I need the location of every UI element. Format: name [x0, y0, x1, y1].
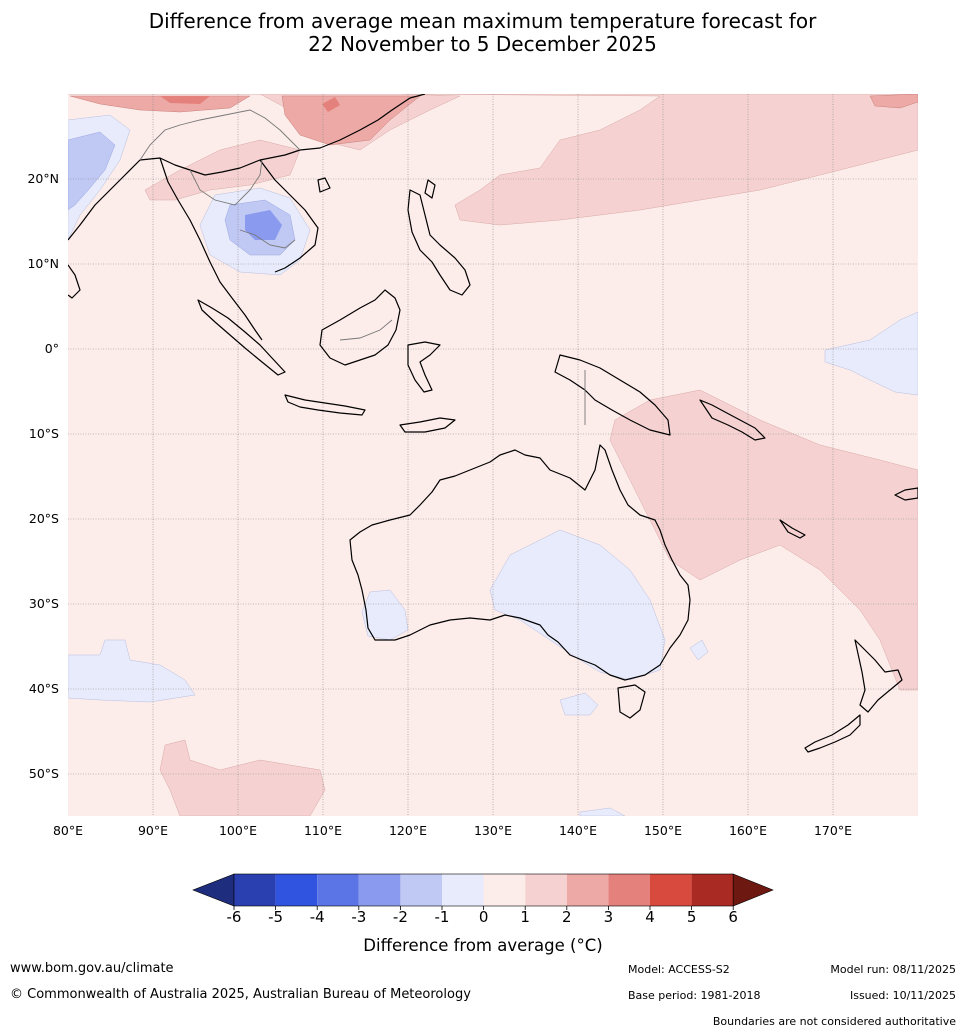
- anomaly-neg2-to-neg1-bay-of-bengal: [68, 131, 116, 211]
- colorbar-label: Difference from average (°C): [363, 936, 602, 955]
- longitude-label: 150°E: [644, 823, 682, 838]
- latitude-label: 10°S: [29, 426, 59, 441]
- disclaimer-text: Boundaries are not considered authoritat…: [712, 1015, 956, 1028]
- longitude-label: 140°E: [559, 823, 597, 838]
- colorbar-swatch: [566, 874, 609, 906]
- colorbar-swatch: [358, 874, 401, 906]
- latitude-labels: 20°N 10°N 0° 10°S 20°S 30°S 40°S 50°S: [27, 171, 59, 781]
- colorbar-swatch: [691, 874, 734, 906]
- coast-solomons: [699, 399, 766, 441]
- colorbar-tick-label: -5: [268, 908, 283, 926]
- coast-philippines: [407, 189, 471, 296]
- coast-sumatra: [197, 299, 286, 376]
- colorbar-extend-low: [192, 873, 235, 907]
- anomaly-neg1-to-0-central-pacific: [824, 311, 918, 396]
- latitude-label: 30°S: [29, 596, 59, 611]
- colorbar-swatch: [400, 874, 442, 906]
- coastlines: [68, 94, 918, 753]
- country-boundaries: [139, 109, 586, 425]
- website-text: www.bom.gov.au/climate: [10, 961, 174, 976]
- issued-text: Issued: 10/11/2025: [849, 989, 956, 1002]
- anomaly-neg1-to-0-australia: [489, 529, 666, 681]
- latitude-label: 20°N: [27, 171, 59, 186]
- colorbar-swatch: [483, 874, 526, 906]
- coast-new-caledonia: [779, 519, 806, 539]
- anomaly-neg1-to-0-indian-ocean: [68, 639, 196, 703]
- longitude-label: 160°E: [729, 823, 767, 838]
- colorbar-swatch: [525, 874, 567, 906]
- longitude-label: 110°E: [304, 823, 342, 838]
- colorbar-tick-label: 3: [604, 908, 614, 926]
- longitude-label: 100°E: [219, 823, 257, 838]
- colorbar-tick-label: -6: [227, 908, 242, 926]
- latitude-label: 20°S: [29, 511, 59, 526]
- forecast-map: 80°E 90°E 100°E 110°E 120°E 130°E 140°E 150°E 16…: [27, 94, 918, 955]
- base-period-text: Base period: 1981-2018: [628, 989, 761, 1002]
- anomaly-1-to-2-southwest-pacific: [609, 389, 918, 691]
- longitude-label: 80°E: [53, 823, 83, 838]
- model-text: Model: ACCESS-S2: [628, 963, 730, 976]
- longitude-label: 90°E: [138, 823, 168, 838]
- longitude-label: 170°E: [814, 823, 852, 838]
- coast-new-guinea: [554, 354, 671, 436]
- latitude-label: 0°: [45, 341, 59, 356]
- colorbar-tick-label: 1: [520, 908, 530, 926]
- coast-new-zealand-north: [854, 639, 903, 713]
- colorbar-extend-high: [732, 873, 774, 907]
- anomaly-neg3-to-neg2-thailand: [245, 210, 282, 240]
- coast-fiji: [894, 487, 918, 501]
- title-line-2: 22 November to 5 December 2025: [308, 32, 657, 56]
- coast-tasmania: [617, 684, 646, 719]
- colorbar-swatch: [317, 874, 359, 906]
- anomaly-neg1-to-0-southwest-wa: [361, 589, 409, 641]
- latitude-label: 40°S: [29, 681, 59, 696]
- colorbar-swatch: [608, 874, 650, 906]
- copyright-text: © Commonwealth of Australia 2025, Austra…: [10, 987, 471, 1002]
- coast-sulawesi: [407, 341, 441, 393]
- colorbar-tick-label: 5: [687, 908, 697, 926]
- colorbar-swatch: [275, 874, 318, 906]
- coast-india-tip: [68, 264, 81, 299]
- anomaly-neg1-to-0-tasman: [559, 639, 709, 816]
- colorbar-swatch: [234, 874, 276, 906]
- anomaly-1-to-2-south-ocean: [159, 739, 326, 816]
- longitude-label: 120°E: [389, 823, 427, 838]
- colorbar-tick-label: 4: [645, 908, 655, 926]
- colorbar-swatch: [442, 874, 484, 906]
- colorbar-swatch: [650, 874, 692, 906]
- coast-taiwan-hainan: [317, 177, 436, 199]
- colorbar-tick-label: 0: [479, 908, 489, 926]
- colorbar: -6 -5 -4 -3 -2 -1 0 1 2 3 4 5 6: [192, 873, 774, 926]
- longitude-label: 130°E: [474, 823, 512, 838]
- model-run-text: Model run: 08/11/2025: [830, 963, 956, 976]
- title-line-1: Difference from average mean maximum tem…: [148, 9, 817, 33]
- coast-java: [284, 394, 366, 416]
- coast-australia: [349, 444, 691, 681]
- colorbar-tick-label: -2: [393, 908, 408, 926]
- anomaly-3-to-4-china: [322, 97, 340, 112]
- graticule: [68, 94, 918, 816]
- coast-timor: [399, 417, 456, 433]
- map-title: Difference from average mean maximum tem…: [0, 10, 965, 56]
- colorbar-tick-label: -3: [351, 908, 366, 926]
- coast-borneo: [319, 289, 401, 366]
- latitude-label: 50°S: [29, 766, 59, 781]
- colorbar-tick-label: -4: [310, 908, 325, 926]
- latitude-label: 10°N: [27, 256, 59, 271]
- colorbar-tick-label: -1: [435, 908, 450, 926]
- anomaly-1-to-2-north-pacific: [399, 94, 918, 226]
- anomaly-3-to-4-himalaya: [160, 96, 210, 104]
- colorbar-tick-label: 2: [562, 908, 572, 926]
- coast-new-zealand-south: [804, 714, 861, 753]
- coast-mainland-asia: [68, 94, 426, 341]
- colorbar-tick-label: 6: [728, 908, 738, 926]
- longitude-labels: 80°E 90°E 100°E 110°E 120°E 130°E 140°E 150°E 16…: [53, 823, 852, 838]
- anomaly-2-to-3-north-pacific: [869, 94, 918, 109]
- anomaly-2-to-3-china: [281, 95, 421, 146]
- map-area: [68, 94, 918, 816]
